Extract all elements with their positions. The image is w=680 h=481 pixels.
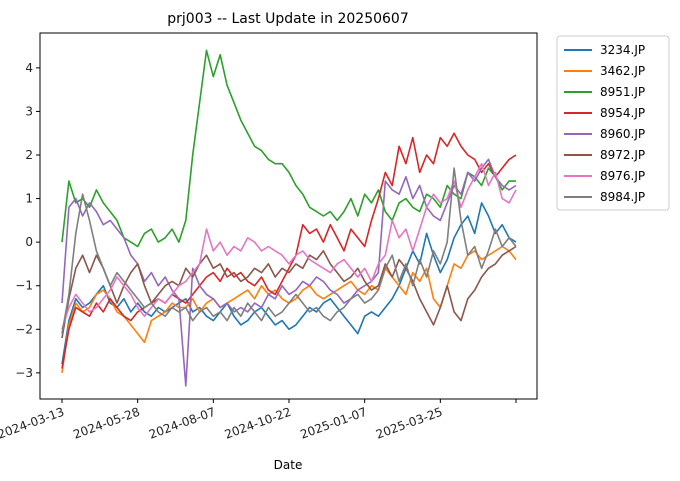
y-tick-label: −3	[15, 366, 33, 380]
legend-entry: 8976.JP	[600, 169, 645, 183]
y-tick-label: 0	[25, 235, 33, 249]
plot-lines	[61, 49, 517, 387]
legend-entry: 8972.JP	[600, 148, 645, 162]
series-line-8972-JP	[61, 245, 517, 339]
x-axis: 2024-03-13 2024-05-28 2024-08-07 2024-10-22…	[0, 399, 517, 442]
legend-entry: 8960.JP	[600, 127, 645, 141]
y-axis: −3 −2 −1 0 1 2 3 4	[15, 61, 40, 380]
series-line-8984-JP	[61, 167, 517, 334]
y-tick-label: −1	[15, 279, 33, 293]
x-tick-label: 2024-05-28	[71, 405, 141, 442]
chart-title: prj003 -- Last Update in 20250607	[167, 11, 409, 27]
series-line-8976-JP	[61, 162, 517, 330]
x-tick-label: 2024-03-13	[0, 405, 66, 442]
legend-entry: 8954.JP	[600, 106, 645, 120]
legend-entry: 3462.JP	[600, 64, 645, 78]
series-line-8951-JP	[61, 49, 516, 248]
x-tick-label: 2024-08-07	[147, 405, 217, 442]
y-tick-label: 3	[25, 104, 33, 118]
y-tick-label: 4	[25, 61, 33, 75]
y-tick-label: 2	[25, 148, 33, 162]
series-line-3234-JP	[61, 202, 517, 365]
x-tick-label: 2025-01-07	[298, 405, 368, 442]
legend-frame	[556, 35, 670, 211]
x-axis-label: Date	[274, 458, 303, 472]
x-tick-label: 2024-10-22	[223, 405, 293, 442]
legend-entry: 3234.JP	[600, 43, 645, 57]
series-line-8954-JP	[61, 132, 517, 369]
y-tick-label: −2	[15, 322, 33, 336]
y-tick-label: 1	[25, 192, 33, 206]
legend-entry: 8984.JP	[600, 190, 645, 204]
legend: 3234.JP 3462.JP 8951.JP 8954.JP 8960.JP 8972.…	[556, 35, 670, 211]
legend-entry: 8951.JP	[600, 85, 645, 99]
x-tick-label: 2025-03-25	[374, 405, 444, 442]
